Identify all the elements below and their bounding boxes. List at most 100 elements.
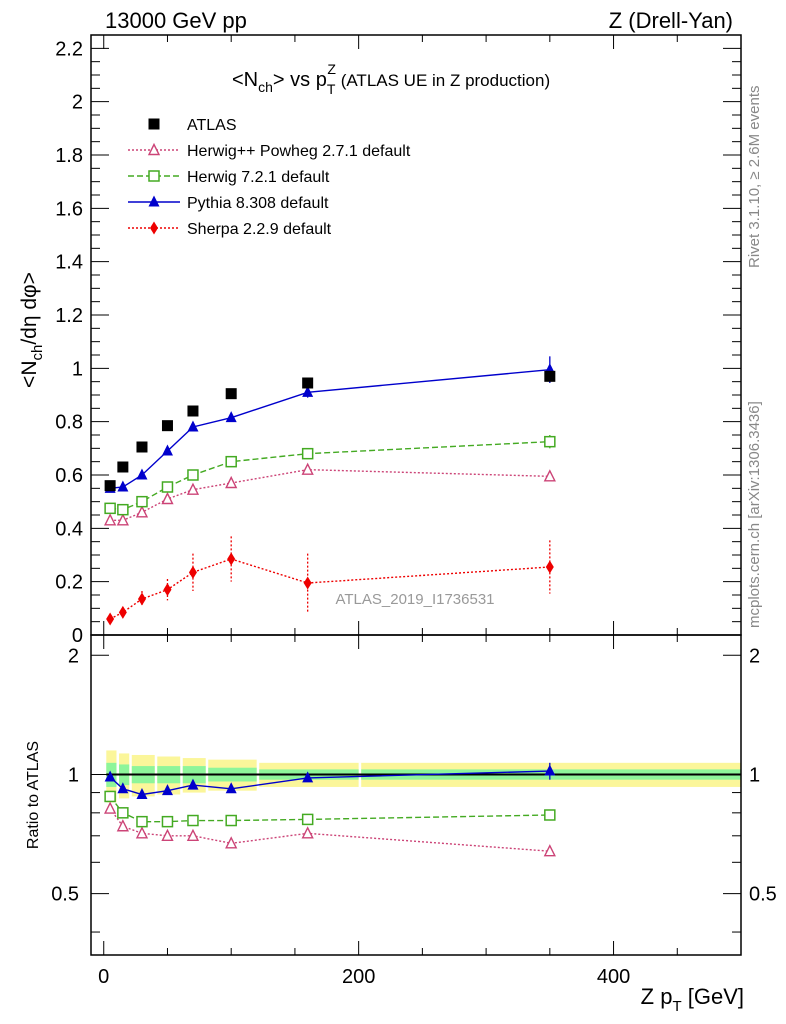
top-series-line-4 xyxy=(109,558,550,620)
header-left-label: 13000 GeV pp xyxy=(105,8,247,33)
top-data-point xyxy=(544,435,556,448)
legend-label: Sherpa 2.2.9 default xyxy=(187,221,332,238)
top-series-line-2 xyxy=(110,440,550,511)
legend-marker xyxy=(148,170,160,182)
top-data-point xyxy=(187,469,199,481)
legend-item: Herwig++ Powheg 2.7.1 default xyxy=(128,142,411,160)
ratio-data-point xyxy=(117,807,129,819)
analysis-tag: ATLAS_2019_I1736531 xyxy=(335,591,494,608)
ratio-series-line-1 xyxy=(109,808,550,852)
y-axis-label-bottom: Ratio to ATLAS xyxy=(25,741,42,849)
legend-item: Sherpa 2.2.9 default xyxy=(128,221,332,238)
top-data-point xyxy=(303,576,312,590)
y-tick-label-top: 0.8 xyxy=(55,412,83,434)
chart-title-sup: Z xyxy=(327,61,336,77)
top-data-point xyxy=(187,420,199,432)
ratio-data-point xyxy=(225,782,237,794)
y-tick-label-bottom-right: 1 xyxy=(749,764,760,786)
top-data-point xyxy=(161,420,173,432)
legend-label: Pythia 8.308 default xyxy=(187,195,329,212)
ratio-data-point xyxy=(136,787,148,799)
top-data-point xyxy=(545,560,554,574)
x-tick-label: 0 xyxy=(98,966,109,988)
y-tick-label-top: 2 xyxy=(72,92,83,114)
chart-title: <Nch> vs pTZ (ATLAS UE in Z production) xyxy=(232,61,550,97)
y-tick-label-top: 2.2 xyxy=(55,38,83,60)
ratio-data-point xyxy=(104,770,116,782)
top-data-point xyxy=(163,583,172,597)
y-tick-label-bottom: 2 xyxy=(68,645,79,667)
top-data-point xyxy=(188,565,197,579)
top-data-point xyxy=(161,491,174,505)
chart-title-tail: (ATLAS UE in Z production) xyxy=(336,71,550,90)
y-axis-label-top-a: <N xyxy=(18,361,41,388)
y-tick-label-top: 0 xyxy=(72,625,83,647)
top-data-point xyxy=(225,475,238,489)
chart-title-lead: <N xyxy=(232,69,258,91)
top-data-point xyxy=(225,411,237,423)
y-axis-label-top-b: /dη dφ> xyxy=(18,272,41,345)
top-data-point xyxy=(543,469,556,482)
legend-label: Herwig++ Powheg 2.7.1 default xyxy=(187,143,411,160)
top-data-point xyxy=(302,385,314,397)
chart-title-sub: T xyxy=(327,81,336,97)
y-tick-label-top: 1.8 xyxy=(55,145,83,167)
y-tick-label-top: 1.2 xyxy=(55,305,83,327)
top-data-point xyxy=(104,502,116,515)
axes: 0 200 400 0 0.2 0.4 0.6 0.8 1 1.2 1.4 1.6 1.8 2 2.2 0.5… xyxy=(51,34,777,988)
top-data-point xyxy=(136,468,148,480)
ratio-data-point xyxy=(161,784,173,796)
top-data-point xyxy=(227,552,236,566)
x-axis-label-sub: T xyxy=(672,998,681,1015)
x-tick-label: 200 xyxy=(342,966,375,988)
ratio-data-point xyxy=(135,826,149,839)
y-tick-label-top: 1.4 xyxy=(55,252,83,274)
legend-label: ATLAS xyxy=(187,117,237,134)
legend-item: ATLAS xyxy=(148,117,237,134)
top-series-line-1 xyxy=(110,468,550,522)
top-panel-series xyxy=(103,356,556,626)
ratio-data-point xyxy=(117,782,129,794)
top-data-point xyxy=(225,388,237,400)
y-tick-label-bottom-right: 2 xyxy=(749,645,760,667)
top-data-point xyxy=(302,377,314,389)
top-data-point xyxy=(135,505,149,518)
top-data-point xyxy=(117,461,129,473)
top-data-point xyxy=(136,495,148,508)
ratio-data-point xyxy=(544,809,556,821)
top-data-point xyxy=(117,503,129,516)
legend-marker xyxy=(148,118,160,130)
top-series-line-3 xyxy=(110,368,550,490)
ratio-data-point xyxy=(302,771,314,783)
x-axis-label-main: Z p xyxy=(641,984,673,1009)
top-data-point xyxy=(544,370,556,382)
x-axis-label-unit: [GeV] xyxy=(682,984,744,1009)
top-data-point xyxy=(116,513,129,526)
y-axis-label-top: <Nch/dη dφ> xyxy=(18,272,46,388)
legend-marker xyxy=(148,195,160,207)
legend-label: Herwig 7.2.1 default xyxy=(187,169,330,186)
chart-title-mid: > vs p xyxy=(273,69,327,91)
y-tick-label-top: 0.2 xyxy=(55,572,83,594)
x-tick-label: 400 xyxy=(597,966,630,988)
y-tick-label-top: 1.6 xyxy=(55,198,83,220)
y-tick-label-bottom: 1 xyxy=(68,764,79,786)
chart-title-lead-sub: ch xyxy=(258,79,273,95)
ratio-data-point xyxy=(161,815,174,828)
ratio-uncertainty-band xyxy=(106,750,741,803)
top-data-point xyxy=(136,441,148,453)
top-data-point xyxy=(187,405,199,417)
ratio-data-point xyxy=(186,828,200,841)
y-tick-label-bottom: 0.5 xyxy=(51,884,79,906)
top-data-point xyxy=(118,605,127,619)
ratio-data-point xyxy=(544,764,556,776)
legend-marker xyxy=(147,142,161,156)
legend-item: Pythia 8.308 default xyxy=(128,195,329,212)
rivet-version-label: Rivet 3.1.10, ≥ 2.6M events xyxy=(746,86,763,269)
mcplots-label: mcplots.cern.ch [arXiv:1306.3436] xyxy=(746,401,763,628)
y-tick-label-top: 0.4 xyxy=(55,518,83,540)
top-data-point xyxy=(301,447,314,460)
header-right-label: Z (Drell-Yan) xyxy=(609,8,733,33)
ratio-series-line-2 xyxy=(109,796,550,823)
